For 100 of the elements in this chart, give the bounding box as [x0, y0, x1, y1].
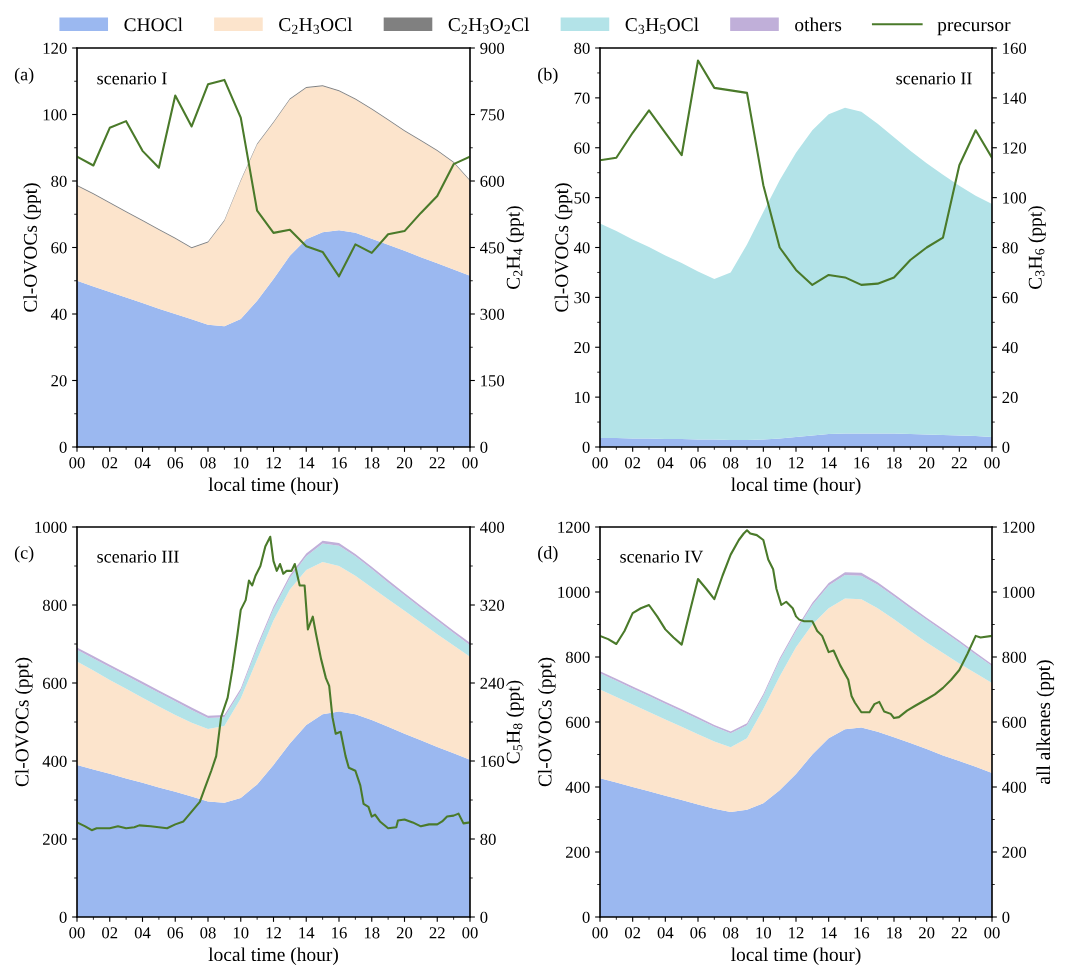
x-tick-label: 20 [919, 927, 935, 939]
x-tick-label: 22 [429, 927, 445, 939]
x-tick-label: 20 [396, 457, 413, 469]
y-tick-label: 800 [42, 599, 67, 611]
x-tick-label: 14 [821, 927, 837, 939]
x-tick-label: 18 [887, 927, 902, 939]
text: (c) [14, 546, 34, 563]
x-tick-label: 18 [364, 457, 380, 469]
x-tick-label: 00 [69, 457, 85, 469]
x-tick-label: 12 [266, 457, 281, 469]
y2-tick-label: 160 [481, 755, 505, 767]
y-tick-label: 60 [51, 242, 67, 254]
annotation: scenario IV [620, 550, 704, 563]
y2-tick-label: 20 [1002, 391, 1018, 404]
x-tick-label: 00 [462, 457, 478, 469]
legend-label: CHOCl [124, 17, 183, 32]
x-tick-label: 16 [854, 457, 870, 469]
y-tick-label: 600 [42, 677, 67, 689]
x-tick-label: 04 [134, 927, 151, 939]
y-tick-label: 60 [574, 142, 590, 154]
x-tick-label: 12 [789, 927, 804, 939]
y-tick-label: 800 [565, 651, 590, 663]
x-tick-label: 12 [789, 457, 804, 469]
legend-label: precursor [937, 21, 1011, 36]
y-tick-label: 40 [573, 242, 590, 254]
x-tick-label: 06 [690, 457, 706, 469]
y2-tick-label: 450 [480, 242, 505, 254]
x-tick-label: 02 [102, 457, 118, 469]
x-tick-label: 04 [657, 927, 674, 939]
x-tick-label: 00 [592, 457, 608, 469]
x-tick-label: 12 [266, 927, 281, 939]
x-tick-label: 08 [722, 927, 739, 939]
y2-tick-label: 900 [480, 42, 505, 54]
x-tick-label: 10 [233, 927, 249, 939]
y-axis-title: Cl-OVOCs (ppt) [23, 183, 41, 312]
y-tick-label: 100 [43, 109, 67, 121]
x-tick-label: 08 [200, 927, 216, 939]
x-tick-label: 14 [299, 927, 315, 939]
legend-label: others [795, 17, 842, 32]
x-tick-label: 16 [854, 927, 870, 939]
y-axis-title: Cl-OVOCs (ppt) [14, 657, 33, 787]
annotation: scenario III [97, 550, 179, 563]
y-tick-label: 0 [59, 911, 67, 923]
y2-tick-label: 600 [1002, 716, 1027, 728]
y2-tick-label: 140 [1003, 92, 1027, 104]
y-tick-label: 10 [575, 391, 590, 404]
text: (a) [14, 67, 34, 85]
x-tick-label: 22 [429, 457, 445, 469]
x-tick-label: 00 [984, 457, 1000, 469]
y2-axis-title: C$_{5}$H$_{8}$ (ppt) [506, 680, 524, 764]
y-tick-label: 200 [566, 846, 590, 858]
x-tick-label: 02 [624, 457, 641, 469]
y2-tick-label: 1200 [1003, 521, 1035, 533]
x-tick-label: 02 [102, 927, 118, 939]
y2-axis-title: C$_{3}$H$_{6}$ (ppt) [1028, 206, 1046, 289]
y2-tick-label: 200 [1002, 846, 1027, 858]
y2-tick-label: 0 [1002, 911, 1010, 923]
x-tick-label: 08 [200, 457, 216, 469]
y-tick-label: 1200 [558, 521, 590, 533]
text: (b) [538, 67, 558, 85]
y2-tick-label: 800 [1002, 651, 1027, 663]
y2-tick-label: 1000 [1003, 586, 1035, 598]
y-tick-label: 0 [582, 441, 590, 453]
y2-tick-label: 160 [1003, 42, 1027, 54]
y-tick-label: 1000 [558, 586, 590, 598]
x-tick-label: 06 [690, 927, 706, 939]
x-tick-label: 22 [951, 927, 967, 939]
y2-tick-label: 150 [481, 375, 505, 387]
y2-tick-label: 0 [480, 911, 488, 923]
y-tick-label: 600 [565, 716, 590, 728]
y2-tick-label: 0 [480, 441, 488, 453]
x-tick-label: 10 [756, 457, 772, 469]
x-tick-label: 14 [299, 457, 315, 469]
x-tick-label: 22 [951, 457, 967, 469]
y-tick-label: 0 [59, 441, 67, 453]
x-tick-label: 00 [592, 927, 608, 939]
y2-tick-label: 600 [480, 175, 505, 187]
y-tick-label: 80 [574, 42, 590, 54]
x-tick-label: 02 [624, 927, 641, 939]
x-tick-label: 00 [462, 927, 478, 939]
y-axis-title: Cl-OVOCs (ppt) [537, 657, 556, 787]
y-tick-label: 1000 [35, 521, 67, 533]
y-tick-label: 80 [51, 175, 67, 187]
annotation: scenario I [97, 72, 167, 85]
x-tick-label: 06 [167, 927, 184, 939]
text: (d) [538, 546, 558, 563]
y2-tick-label: 80 [1002, 242, 1018, 254]
x-tick-label: 18 [887, 457, 902, 469]
x-tick-label: 08 [722, 457, 739, 469]
y-tick-label: 400 [42, 755, 67, 767]
y2-tick-label: 60 [1002, 292, 1018, 304]
x-tick-label: 00 [984, 927, 1000, 939]
y2-tick-label: 750 [480, 109, 505, 121]
y2-tick-label: 320 [480, 599, 505, 611]
y-tick-label: 20 [574, 341, 590, 354]
x-tick-label: 10 [233, 457, 249, 469]
y2-tick-label: 0 [1002, 441, 1010, 453]
y2-tick-label: 80 [480, 833, 496, 845]
y2-tick-label: 400 [480, 521, 505, 533]
y2-tick-label: 100 [1003, 192, 1027, 204]
